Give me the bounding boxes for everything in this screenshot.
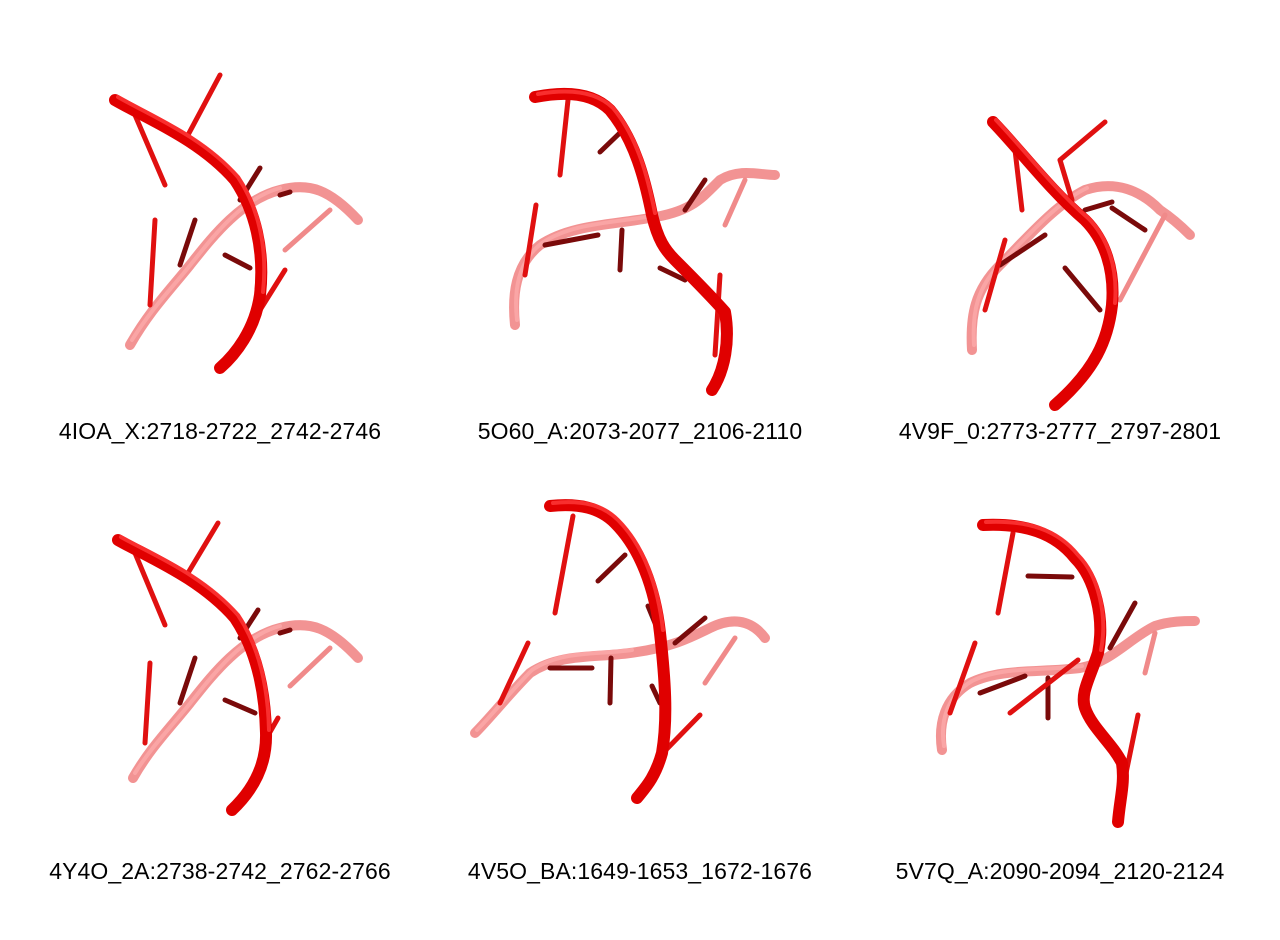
rna-structure-render [109, 72, 363, 374]
structure-panel-2: 5O60_A:2073-2077_2106-2110 [430, 40, 850, 480]
rna-structure-render [470, 499, 770, 804]
panel-caption: 4V5O_BA:1649-1653_1672-1676 [467, 858, 813, 884]
rna-structure-render [966, 116, 1195, 411]
structure-panel-6: 5V7Q_A:2090-2094_2120-2124 [850, 478, 1270, 918]
rna-structure-render [935, 518, 1200, 828]
structure-panel-1: 4IOA_X:2718-2722_2742-2746 [10, 40, 430, 480]
rna-structure-render [112, 520, 363, 816]
structure-panel-3: 4V9F_0:2773-2777_2797-2801 [850, 40, 1270, 480]
panel-caption: 4V9F_0:2773-2777_2797-2801 [898, 418, 1222, 444]
panel-caption: 5O60_A:2073-2077_2106-2110 [477, 418, 803, 444]
panel-caption: 4IOA_X:2718-2722_2742-2746 [58, 418, 382, 444]
structure-panel-5: 4V5O_BA:1649-1653_1672-1676 [430, 478, 850, 918]
structure-panel-4: 4Y4O_2A:2738-2742_2762-2766 [10, 478, 430, 918]
panel-caption: 4Y4O_2A:2738-2742_2762-2766 [49, 858, 391, 884]
rna-structure-render [509, 87, 780, 396]
panel-caption: 5V7Q_A:2090-2094_2120-2124 [895, 858, 1225, 884]
